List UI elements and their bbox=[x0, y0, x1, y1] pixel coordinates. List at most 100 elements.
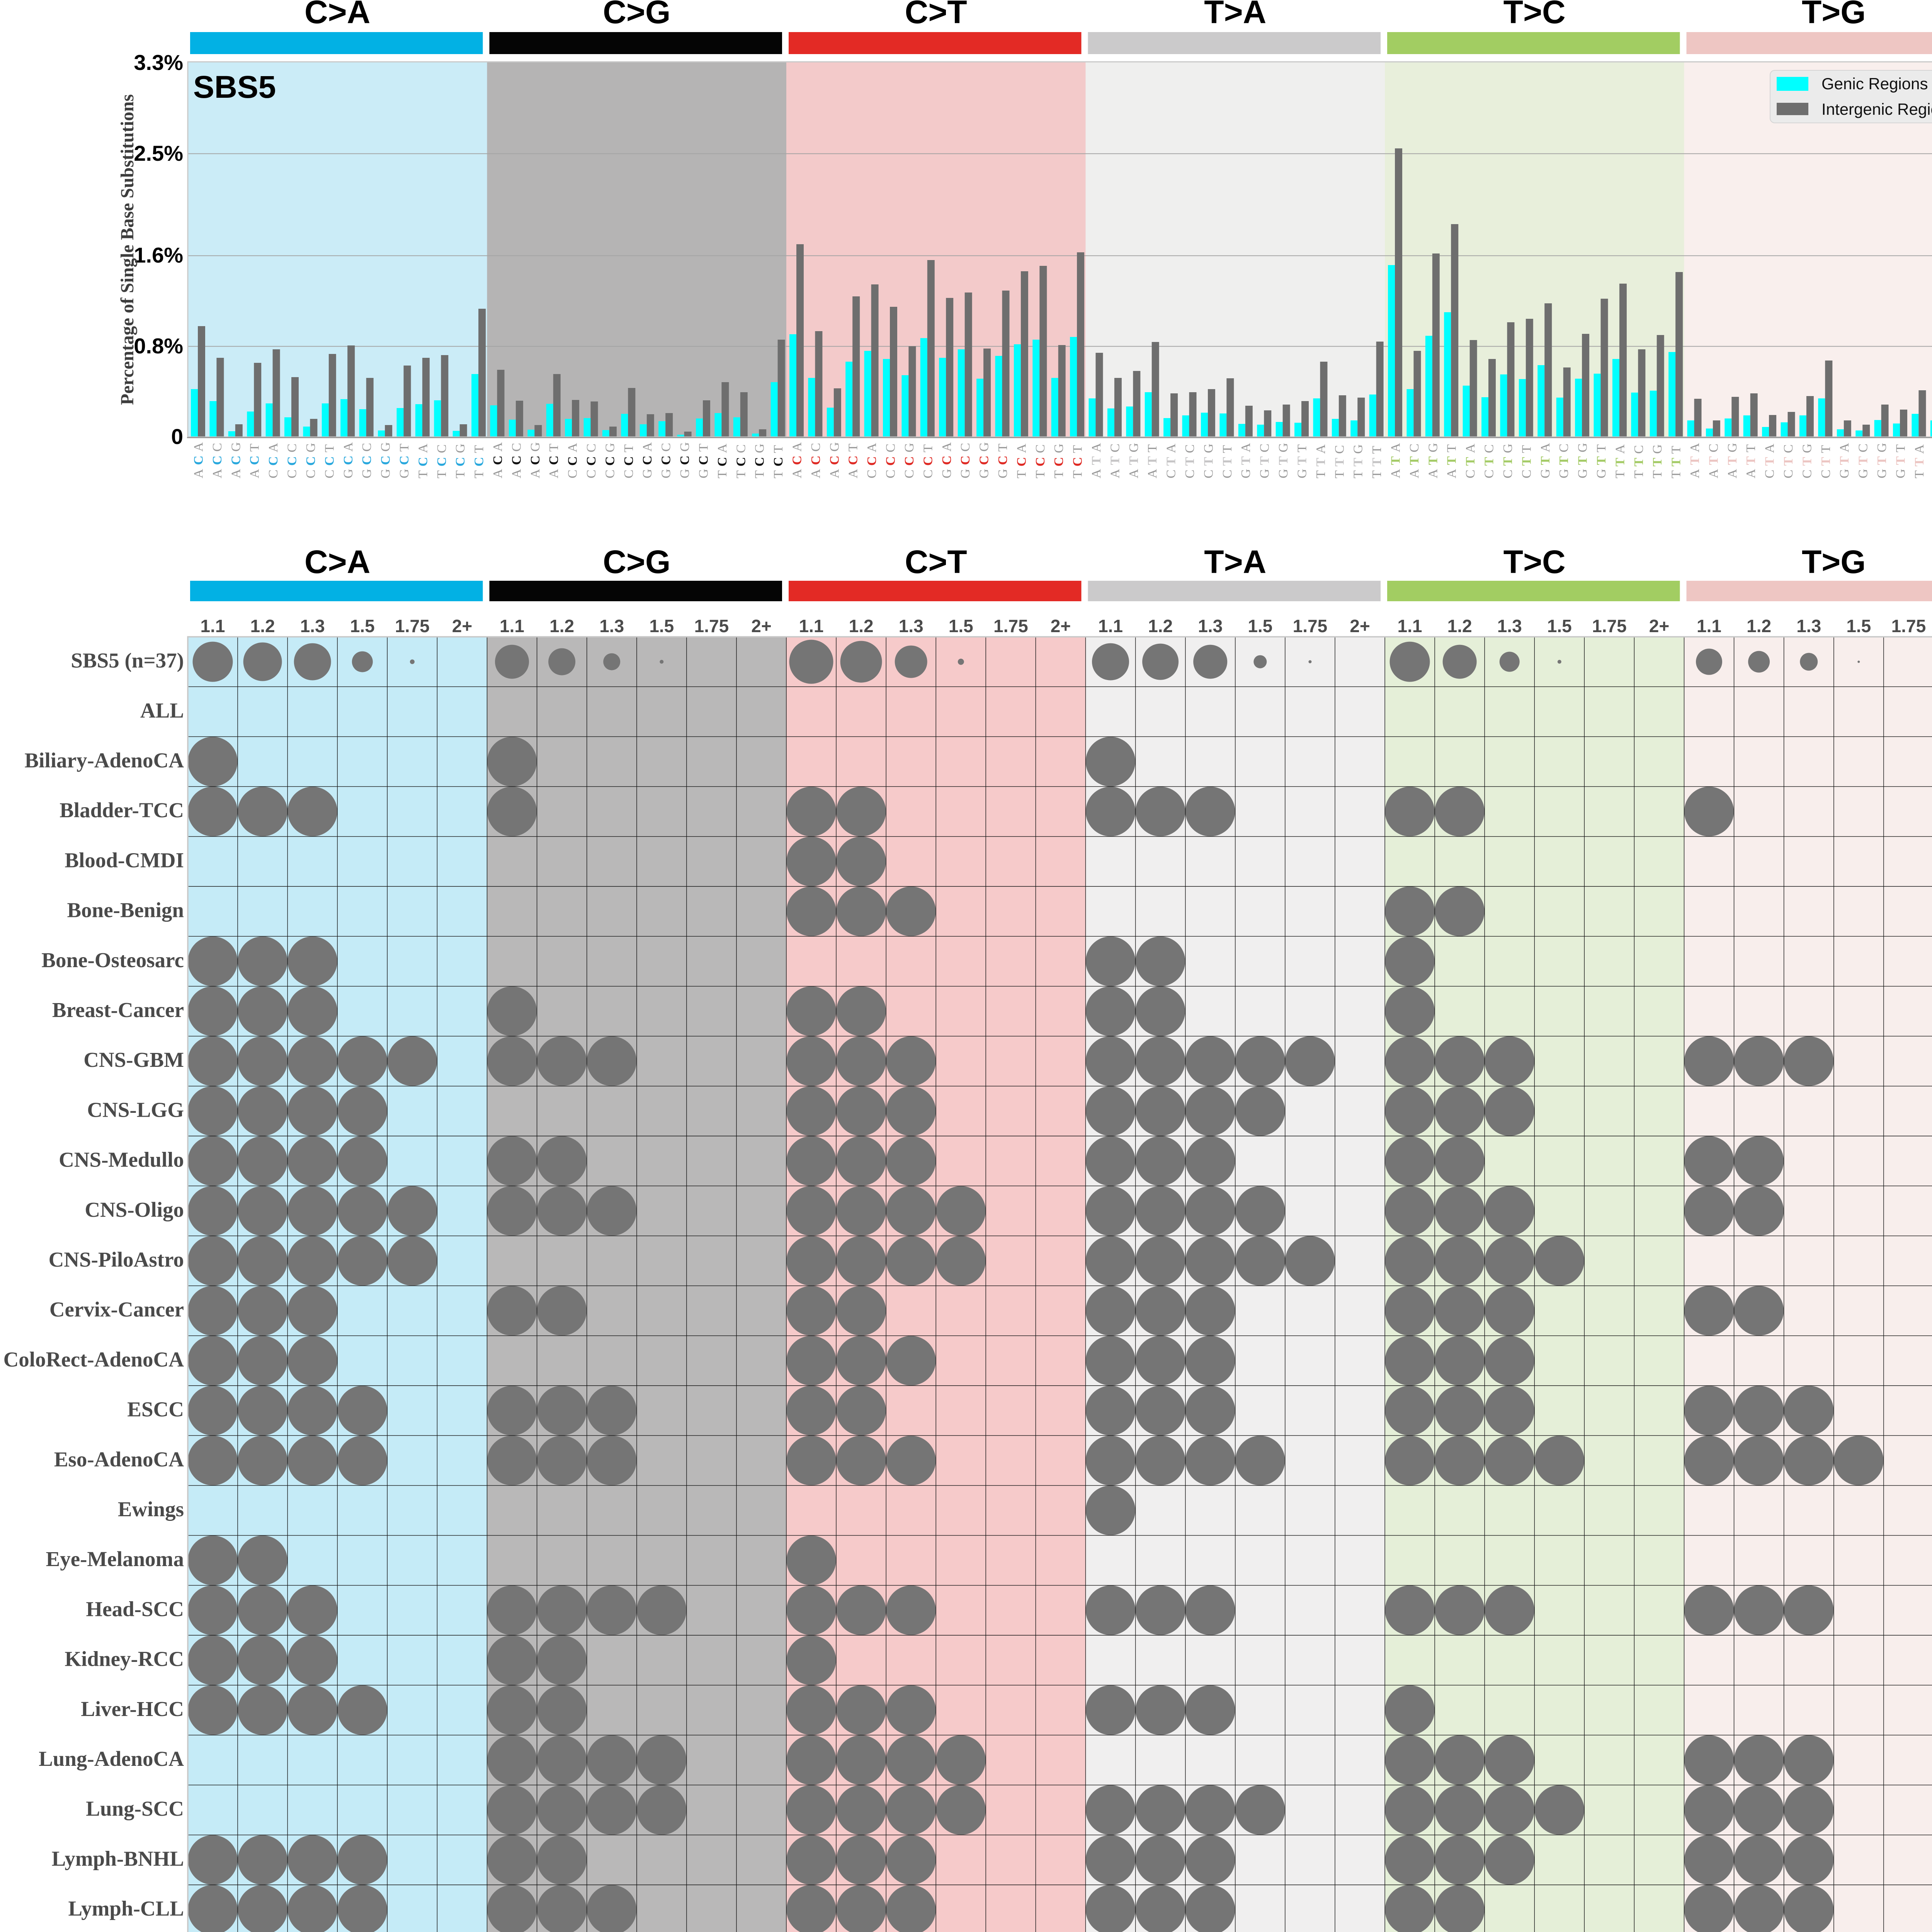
svg-text:ATT: ATT bbox=[1744, 440, 1758, 478]
svg-text:CNS-Medullo: CNS-Medullo bbox=[59, 1148, 184, 1172]
svg-text:ATA: ATA bbox=[1389, 439, 1403, 478]
svg-text:TCA: TCA bbox=[715, 440, 730, 478]
svg-text:1.3: 1.3 bbox=[599, 616, 624, 636]
svg-text:GCG: GCG bbox=[379, 438, 393, 478]
svg-text:GTA: GTA bbox=[1837, 439, 1852, 478]
svg-text:C>A: C>A bbox=[304, 544, 370, 580]
svg-text:GCC: GCC bbox=[360, 439, 374, 478]
svg-text:GCC: GCC bbox=[958, 439, 973, 478]
svg-text:1.2: 1.2 bbox=[250, 616, 275, 636]
svg-text:1.1: 1.1 bbox=[1398, 616, 1422, 636]
svg-text:GTA: GTA bbox=[1239, 439, 1253, 478]
svg-text:CTG: CTG bbox=[1501, 440, 1515, 478]
svg-text:Lung-SCC: Lung-SCC bbox=[86, 1797, 184, 1820]
svg-text:ATC: ATC bbox=[1407, 440, 1422, 478]
svg-text:T>C: T>C bbox=[1503, 544, 1566, 580]
svg-text:TTG: TTG bbox=[1650, 440, 1665, 478]
svg-text:1.2: 1.2 bbox=[1447, 616, 1472, 636]
svg-text:GTG: GTG bbox=[1875, 439, 1889, 478]
svg-text:ColoRect-AdenoCA: ColoRect-AdenoCA bbox=[3, 1347, 184, 1371]
svg-text:GTC: GTC bbox=[1557, 440, 1571, 478]
svg-text:1.2: 1.2 bbox=[549, 616, 574, 636]
svg-text:1.3: 1.3 bbox=[1198, 616, 1223, 636]
svg-text:TCA: TCA bbox=[1014, 440, 1029, 478]
svg-text:GCG: GCG bbox=[678, 438, 692, 478]
svg-text:CNS-PiloAstro: CNS-PiloAstro bbox=[49, 1248, 184, 1271]
svg-text:Intergenic Regions: Intergenic Regions bbox=[1821, 100, 1932, 118]
svg-text:1.5: 1.5 bbox=[949, 616, 973, 636]
svg-text:TTA: TTA bbox=[1912, 440, 1927, 478]
svg-text:ATG: ATG bbox=[1725, 439, 1740, 478]
svg-text:GCA: GCA bbox=[341, 438, 355, 478]
svg-text:2+: 2+ bbox=[1649, 616, 1669, 636]
svg-text:Percentage of Single Base Subs: Percentage of Single Base Substitutions bbox=[117, 94, 138, 405]
svg-text:Biliary-AdenoCA: Biliary-AdenoCA bbox=[25, 748, 184, 772]
svg-text:CCT: CCT bbox=[322, 440, 337, 478]
svg-text:CCC: CCC bbox=[884, 440, 898, 478]
svg-text:TCC: TCC bbox=[734, 440, 748, 478]
svg-text:SBS5 (n=37): SBS5 (n=37) bbox=[71, 649, 184, 672]
svg-text:CCA: CCA bbox=[865, 439, 879, 478]
svg-text:CTG: CTG bbox=[1201, 440, 1216, 478]
svg-text:1.5: 1.5 bbox=[350, 616, 375, 636]
svg-text:0: 0 bbox=[171, 424, 183, 449]
svg-text:ALL: ALL bbox=[140, 699, 184, 722]
svg-text:ACT: ACT bbox=[547, 440, 561, 478]
svg-text:ACG: ACG bbox=[827, 438, 842, 478]
svg-text:1.1: 1.1 bbox=[799, 616, 824, 636]
svg-text:Liver-HCC: Liver-HCC bbox=[81, 1697, 184, 1721]
svg-text:GCG: GCG bbox=[977, 438, 992, 478]
svg-text:T>G: T>G bbox=[1802, 544, 1866, 580]
svg-text:C>G: C>G bbox=[603, 0, 670, 30]
svg-text:T>G: T>G bbox=[1802, 0, 1866, 30]
svg-text:C>G: C>G bbox=[603, 544, 670, 580]
svg-text:ATG: ATG bbox=[1127, 439, 1141, 478]
svg-text:1.2: 1.2 bbox=[1747, 616, 1771, 636]
svg-text:TTA: TTA bbox=[1613, 440, 1627, 478]
svg-text:3.3%: 3.3% bbox=[134, 50, 183, 75]
svg-text:TCT: TCT bbox=[472, 441, 486, 478]
svg-text:TCA: TCA bbox=[416, 440, 430, 478]
svg-text:CTT: CTT bbox=[1819, 441, 1833, 478]
svg-text:CCA: CCA bbox=[266, 439, 281, 478]
svg-text:1.5: 1.5 bbox=[1547, 616, 1572, 636]
svg-text:T>C: T>C bbox=[1503, 0, 1566, 30]
svg-text:GTT: GTT bbox=[1594, 440, 1609, 478]
svg-text:ACA: ACA bbox=[192, 438, 206, 478]
svg-text:CTC: CTC bbox=[1482, 440, 1497, 478]
svg-text:1.75: 1.75 bbox=[694, 616, 729, 636]
svg-text:CCG: CCG bbox=[603, 439, 617, 478]
svg-text:1.3: 1.3 bbox=[1497, 616, 1522, 636]
svg-text:1.1: 1.1 bbox=[1098, 616, 1123, 636]
svg-text:CTC: CTC bbox=[1781, 440, 1796, 478]
svg-text:Bone-Osteosarc: Bone-Osteosarc bbox=[41, 948, 184, 972]
svg-text:1.5: 1.5 bbox=[1248, 616, 1272, 636]
svg-text:1.1: 1.1 bbox=[1697, 616, 1721, 636]
svg-text:TTC: TTC bbox=[1632, 441, 1646, 478]
svg-text:Eso-AdenoCA: Eso-AdenoCA bbox=[54, 1447, 184, 1471]
svg-text:0.8%: 0.8% bbox=[134, 333, 183, 358]
svg-text:CTA: CTA bbox=[1164, 440, 1179, 478]
svg-text:TTC: TTC bbox=[1332, 441, 1347, 478]
svg-text:ATC: ATC bbox=[1108, 440, 1122, 478]
svg-text:GCA: GCA bbox=[640, 438, 655, 478]
svg-text:ESCC: ESCC bbox=[127, 1398, 184, 1421]
svg-text:1.2: 1.2 bbox=[1148, 616, 1173, 636]
svg-text:ACT: ACT bbox=[248, 440, 262, 478]
svg-text:CCC: CCC bbox=[584, 440, 599, 478]
svg-text:CCT: CCT bbox=[921, 440, 935, 478]
svg-text:CNS-LGG: CNS-LGG bbox=[87, 1098, 184, 1121]
svg-text:CCT: CCT bbox=[622, 440, 636, 478]
svg-text:TTG: TTG bbox=[1351, 440, 1366, 478]
svg-text:CTG: CTG bbox=[1800, 440, 1814, 478]
svg-text:2+: 2+ bbox=[1051, 616, 1071, 636]
svg-text:CTA: CTA bbox=[1463, 440, 1478, 478]
svg-text:TCC: TCC bbox=[1033, 440, 1048, 478]
svg-text:ACC: ACC bbox=[809, 439, 823, 478]
svg-text:GCT: GCT bbox=[996, 440, 1010, 478]
svg-text:Eye-Melanoma: Eye-Melanoma bbox=[46, 1547, 184, 1571]
svg-text:Ewings: Ewings bbox=[118, 1497, 184, 1521]
svg-text:TCG: TCG bbox=[753, 440, 767, 478]
svg-text:1.75: 1.75 bbox=[993, 616, 1028, 636]
svg-text:1.75: 1.75 bbox=[1293, 616, 1328, 636]
